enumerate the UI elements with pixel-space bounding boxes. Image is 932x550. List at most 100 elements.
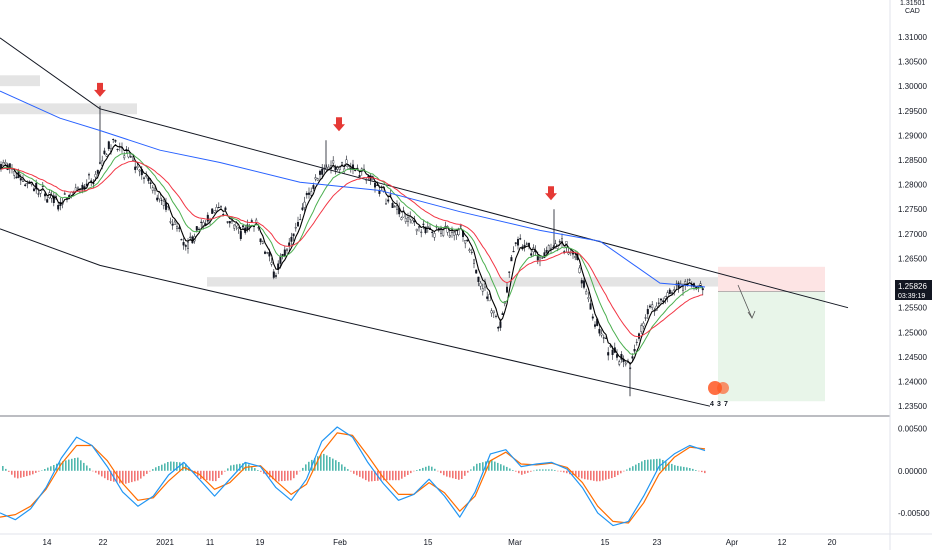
candle-body bbox=[107, 141, 110, 150]
price-tick-label: 1.28000 bbox=[898, 181, 927, 190]
channel-lower-line[interactable] bbox=[0, 228, 711, 407]
candle-body bbox=[239, 231, 242, 240]
histogram-bar bbox=[203, 470, 205, 480]
candle-body bbox=[444, 225, 447, 227]
date-tick-label: Feb bbox=[333, 538, 347, 547]
candle-body bbox=[400, 217, 403, 220]
candle-body bbox=[624, 362, 627, 365]
candle-body bbox=[160, 199, 163, 201]
histogram-bar bbox=[653, 459, 655, 471]
candle-body bbox=[580, 280, 583, 284]
histogram-bar bbox=[155, 467, 157, 471]
histogram-bar bbox=[14, 470, 16, 478]
down-arrow-icon[interactable] bbox=[333, 117, 345, 132]
date-tick-label: 11 bbox=[206, 538, 215, 547]
candle-body bbox=[501, 313, 504, 315]
candle-body bbox=[633, 349, 636, 352]
histogram-bar bbox=[512, 470, 514, 471]
histogram-bar bbox=[206, 470, 208, 481]
candle-body bbox=[250, 220, 253, 222]
candle-body bbox=[365, 179, 368, 181]
candle-body bbox=[235, 222, 238, 227]
histogram-bar bbox=[299, 470, 301, 472]
candle-body bbox=[41, 185, 44, 187]
histogram-bar bbox=[407, 470, 409, 475]
histogram-bar bbox=[578, 470, 580, 478]
down-arrow-icon[interactable] bbox=[545, 186, 557, 201]
candle-body bbox=[264, 251, 267, 254]
down-arrow-icon[interactable] bbox=[94, 82, 106, 97]
candle-body bbox=[598, 328, 601, 334]
candle-body bbox=[151, 187, 154, 191]
candle-body bbox=[657, 302, 660, 304]
histogram-bar bbox=[692, 468, 694, 471]
candle-body bbox=[574, 256, 577, 258]
histogram-bar bbox=[698, 470, 700, 472]
date-tick-label: 19 bbox=[256, 538, 265, 547]
candle-body bbox=[440, 227, 443, 234]
histogram-bar bbox=[452, 470, 454, 479]
candle-body bbox=[411, 220, 414, 224]
histogram-bar bbox=[158, 466, 160, 471]
moving-averages bbox=[0, 90, 706, 365]
histogram-bar bbox=[416, 470, 418, 471]
histogram-bar bbox=[35, 470, 37, 473]
candle-body bbox=[202, 221, 205, 226]
histogram-bar bbox=[590, 470, 592, 481]
candle-body bbox=[583, 280, 586, 288]
candle-body bbox=[481, 288, 484, 292]
histogram-bar bbox=[587, 470, 589, 480]
histogram-bar bbox=[146, 470, 148, 474]
candle-body bbox=[215, 206, 218, 211]
date-tick-label: Mar bbox=[508, 538, 522, 547]
histogram-bar bbox=[614, 470, 616, 477]
candle-body bbox=[321, 168, 324, 175]
histogram-bar bbox=[338, 462, 340, 471]
candle-body bbox=[112, 138, 115, 140]
histogram-bar bbox=[218, 470, 220, 478]
histogram-bar bbox=[443, 470, 445, 476]
candle-body bbox=[103, 150, 106, 155]
histogram-bar bbox=[188, 467, 190, 471]
candle-body bbox=[266, 252, 269, 254]
histogram-bar bbox=[695, 470, 697, 471]
supply-zone-1 bbox=[0, 75, 40, 87]
candle-body bbox=[316, 178, 319, 181]
candle-body bbox=[591, 316, 594, 319]
candle-body bbox=[418, 226, 421, 229]
candle-body bbox=[301, 207, 304, 210]
candle-body bbox=[512, 251, 515, 253]
price-tick-label: 1.24500 bbox=[898, 353, 927, 362]
candle-body bbox=[510, 257, 513, 262]
histogram-bar bbox=[467, 470, 469, 473]
candle-body bbox=[211, 208, 214, 214]
histogram-bar bbox=[11, 470, 13, 475]
annotations-layer[interactable] bbox=[94, 82, 756, 395]
histogram-bar bbox=[542, 469, 544, 471]
histogram-bar bbox=[251, 466, 253, 471]
histogram-bar bbox=[533, 470, 535, 472]
candle-body bbox=[651, 304, 654, 308]
histogram-bar bbox=[629, 467, 631, 471]
osc-tick-label: 0.00500 bbox=[898, 425, 927, 434]
histogram-bar bbox=[449, 470, 451, 478]
histogram-bar bbox=[521, 470, 523, 475]
candle-body bbox=[44, 193, 47, 197]
projection-arrow-icon bbox=[737, 284, 756, 319]
histogram-bar bbox=[617, 470, 619, 476]
histogram-bar bbox=[392, 470, 394, 481]
candle-body bbox=[105, 154, 108, 157]
histogram-bar bbox=[530, 470, 532, 472]
candle-body bbox=[290, 236, 293, 242]
histogram-bar bbox=[509, 468, 511, 471]
candle-body bbox=[539, 257, 542, 261]
candle-body bbox=[19, 178, 22, 181]
candle-body bbox=[642, 322, 645, 327]
candle-body bbox=[46, 199, 49, 203]
date-tick-label: 14 bbox=[43, 538, 52, 547]
histogram-bar bbox=[62, 461, 64, 471]
histogram-bar bbox=[17, 470, 19, 479]
histogram-bar bbox=[683, 466, 685, 471]
histogram-bar bbox=[5, 468, 7, 471]
